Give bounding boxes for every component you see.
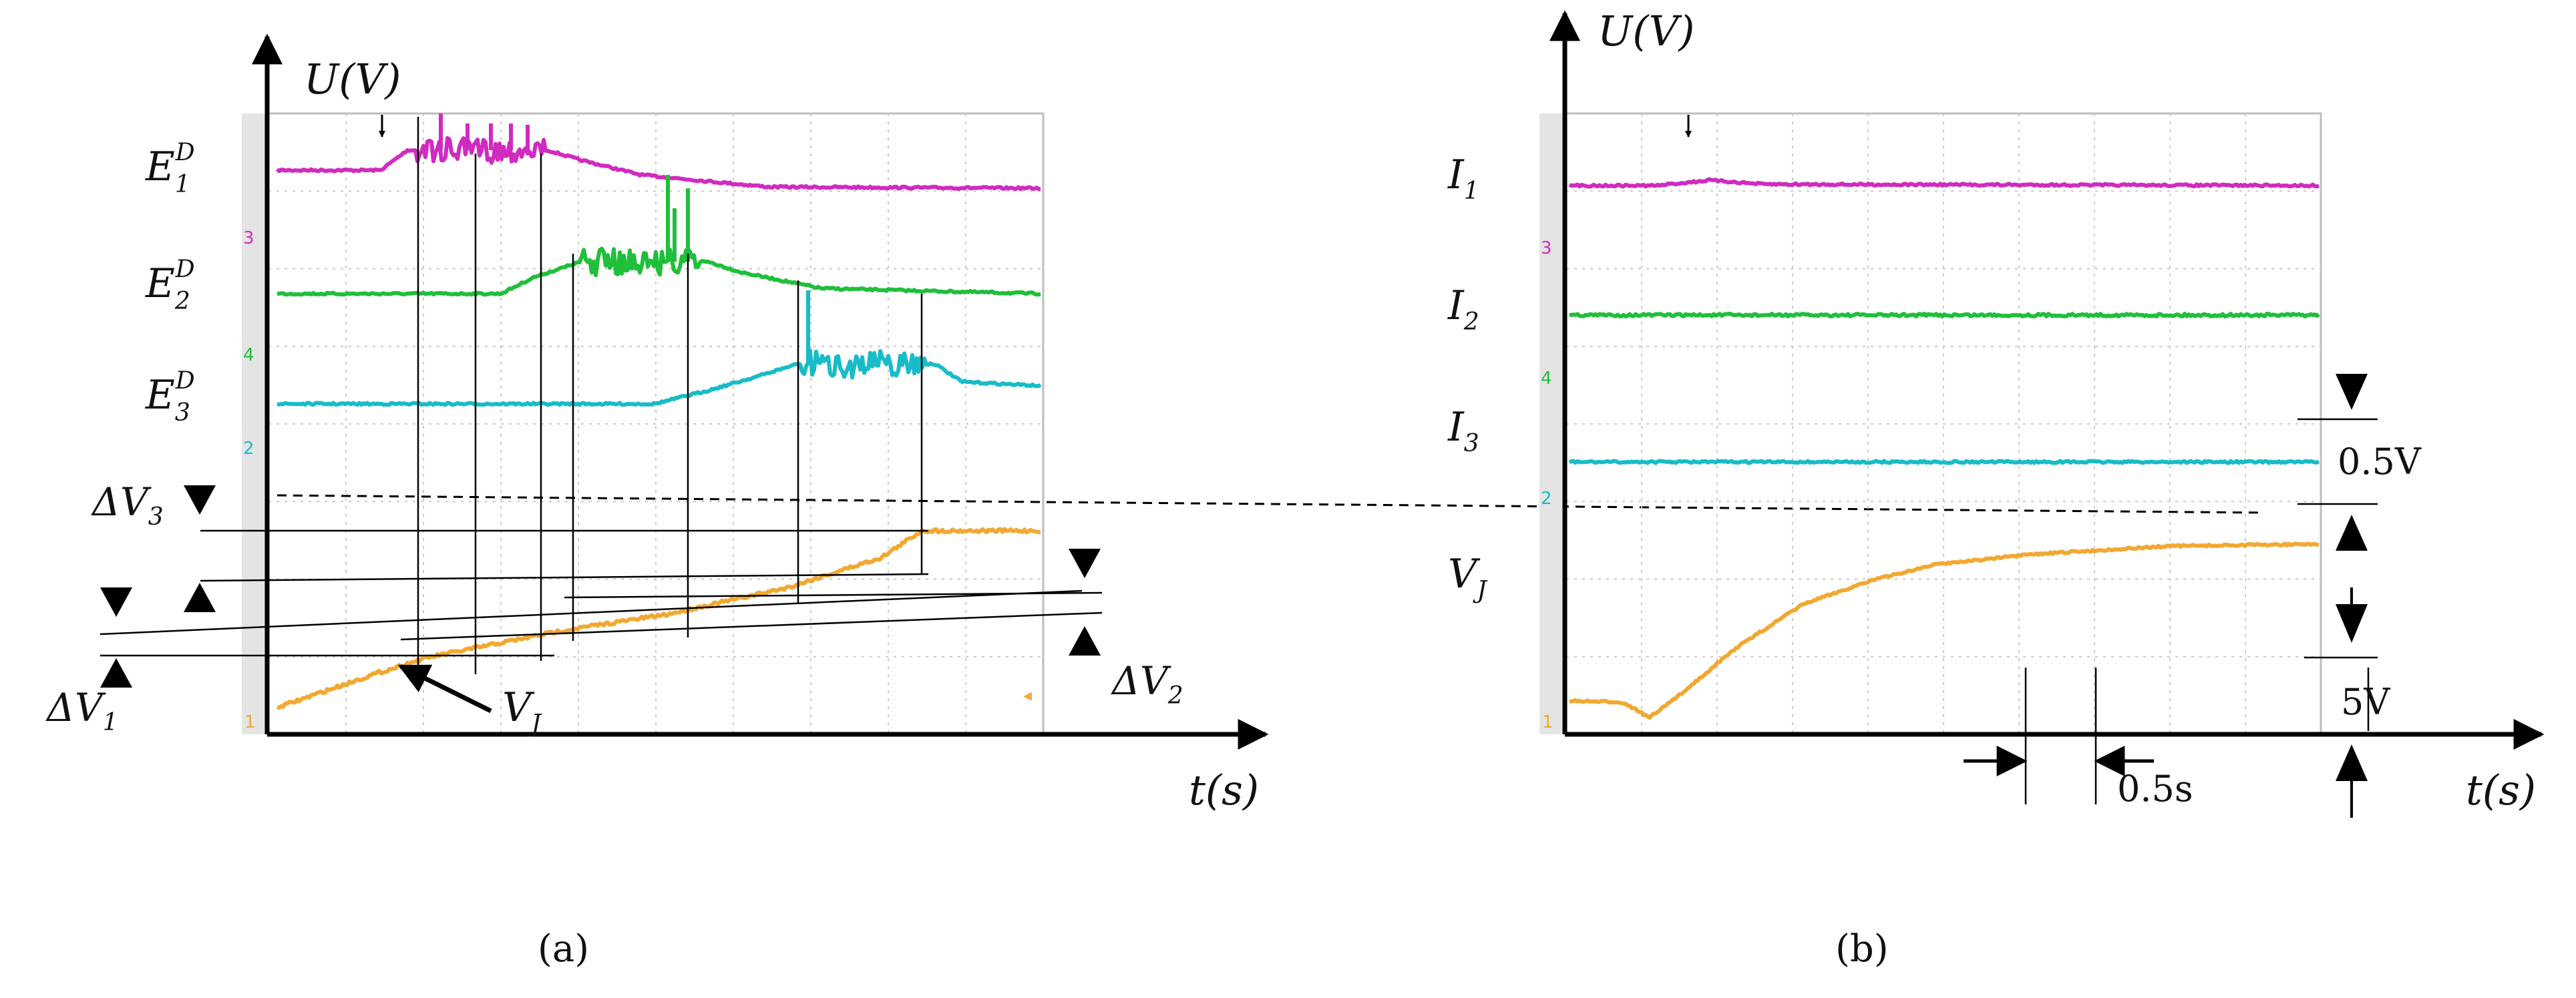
dv2-arrow-up: [1069, 626, 1101, 656]
panel-b-trace-vj: [1569, 541, 2320, 720]
panel-a-channel-marker-2: 2: [243, 439, 254, 459]
dv1-arrow-down: [100, 587, 132, 617]
panel-a-channel-marker-4: 4: [243, 345, 254, 365]
dv1-arrow-up: [100, 658, 132, 688]
scale-5v-label: 5V: [2341, 681, 2390, 723]
panel-b: 3 4 2 1 0.5V 5V 0.5s U(V): [1447, 7, 2545, 971]
scale-5v-arrow-down: [2336, 604, 2368, 643]
scale-05s-label: 0.5s: [2117, 768, 2193, 810]
panel-b-caption: (b): [1835, 927, 1889, 971]
panel-b-grid: [1566, 113, 2321, 734]
label-e1: E1D: [145, 139, 195, 198]
cross-panel-dashed-line: [277, 494, 2265, 514]
label-e3: E3D: [145, 367, 195, 427]
panel-b-channel-marker-3: 3: [1541, 238, 1552, 258]
panel-a-channel-marker-1: 1: [244, 712, 256, 732]
label-dv3: ΔV3: [91, 479, 164, 531]
panel-b-channel-marker-4: 4: [1541, 368, 1552, 389]
panel-a-x-axis-label: t(s): [1189, 766, 1259, 814]
panel-a-hline-dv1-top: [100, 589, 1083, 636]
scale-5v-arrow-up: [2336, 744, 2368, 781]
panel-b-y-axis-label: U(V): [1598, 7, 1694, 55]
panel-a-trace-e1: [275, 113, 1041, 192]
scale-05v-arrow-up: [2336, 515, 2368, 551]
label-vj-a: VJ: [502, 684, 542, 738]
vj-pointer-arrow: [397, 664, 492, 714]
panel-a-right-marker: ◂: [1023, 686, 1032, 706]
label-dv2: ΔV2: [1111, 658, 1183, 710]
panel-b-trace-i1: [1568, 177, 2320, 189]
panel-b-x-axis-label: t(s): [2466, 766, 2536, 814]
panel-b-trace-i3: [1568, 459, 2320, 465]
label-dv1: ΔV1: [45, 685, 118, 736]
label-vj-b: VJ: [1448, 551, 1488, 604]
panel-a-trace-e3: [277, 290, 1042, 407]
panel-b-trace-i2: [1568, 312, 2320, 318]
label-i3: I3: [1447, 404, 1479, 457]
label-e2: E2D: [145, 256, 195, 315]
panel-b-channel-marker-1: 1: [1542, 712, 1553, 732]
panel-b-screen-strip: [1539, 113, 1566, 734]
dv3-arrow-down: [184, 485, 216, 515]
panel-a-hline-dv2-bot: [400, 611, 1103, 641]
panel-a-hline-dv2-top: [564, 591, 1103, 599]
panel-a-trace-vj: [277, 527, 1041, 710]
panel-a: 3 4 2 1 ◂: [45, 33, 2265, 971]
scale-05v-label: 0.5V: [2338, 441, 2422, 483]
dv3-arrow-up: [184, 583, 216, 612]
panel-b-channel-marker-2: 2: [1541, 489, 1552, 509]
panel-a-hline-mid: [200, 573, 929, 582]
panel-a-y-axis-label: U(V): [304, 55, 401, 103]
label-i1: I1: [1447, 152, 1479, 205]
panel-a-channel-marker-3: 3: [243, 228, 254, 248]
scale-05v-arrow-down: [2336, 374, 2368, 410]
panel-a-screen-strip: [242, 113, 268, 734]
panel-a-caption: (a): [538, 927, 589, 971]
panel-a-trace-e2: [277, 175, 1041, 297]
panel-a-grid: [268, 113, 1043, 734]
dv2-arrow-down: [1069, 549, 1101, 578]
label-i2: I2: [1447, 282, 1479, 336]
